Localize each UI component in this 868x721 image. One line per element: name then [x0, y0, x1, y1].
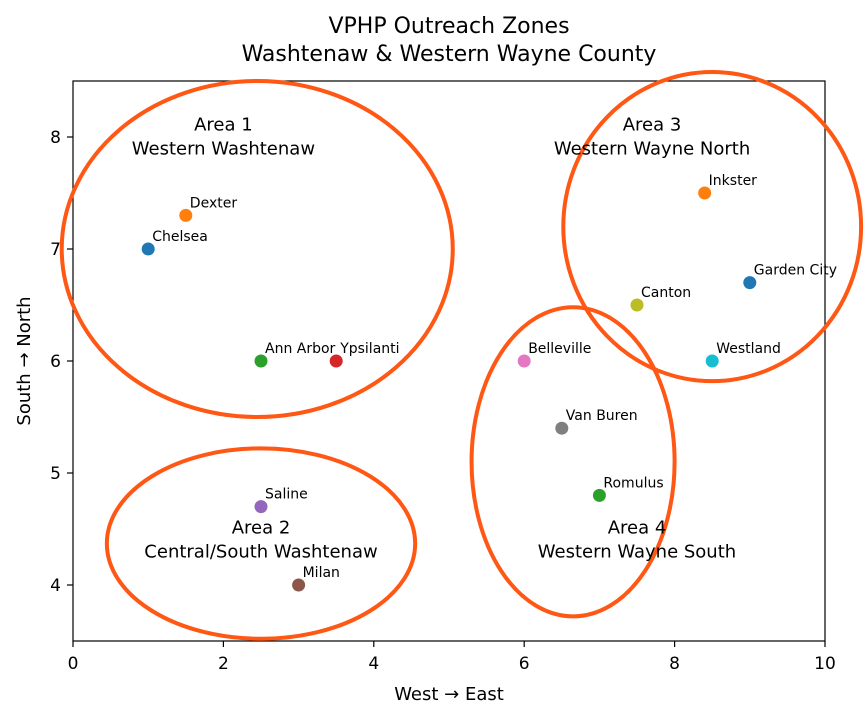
point-label: Belleville: [528, 341, 591, 357]
zone-label-area-1: Area 1: [194, 114, 253, 135]
y-tick-label: 7: [50, 240, 61, 260]
x-tick-label: 8: [669, 654, 680, 674]
data-point-dexter: [179, 208, 193, 222]
data-point-inkster: [698, 186, 712, 200]
point-label: Ann Arbor: [265, 341, 336, 357]
data-point-ann-arbor: [254, 354, 268, 368]
data-point-westland: [705, 354, 719, 368]
data-point-van-buren: [555, 421, 569, 435]
y-tick-label: 5: [50, 464, 61, 484]
zone-label-area-3: Area 3: [623, 114, 682, 135]
zone-ellipse-area-3: [561, 70, 864, 384]
x-tick-label: 6: [519, 654, 530, 674]
zone-ellipse-area-2: [104, 446, 418, 641]
data-point-romulus: [592, 488, 606, 502]
point-label: Westland: [716, 341, 781, 357]
zones: [59, 70, 864, 641]
x-tick-label: 0: [68, 654, 79, 674]
point-label: Dexter: [190, 195, 238, 211]
data-point-chelsea: [141, 242, 155, 256]
axes: 0 2 4 6 8 10 4 5 6 7 8 West → East South → North: [14, 80, 836, 705]
x-tick-label: 2: [218, 654, 229, 674]
data-points: Chelsea Dexter Ann Arbor Ypsilanti Saline Mil…: [141, 173, 837, 592]
y-tick-label: 4: [50, 576, 61, 596]
y-axis-label: South → North: [14, 296, 35, 425]
point-label: Canton: [641, 285, 691, 301]
data-point-canton: [630, 298, 644, 312]
y-tick-label: 8: [50, 128, 61, 148]
zone-ellipse-area-4: [469, 305, 677, 619]
data-point-ypsilanti: [329, 354, 343, 368]
point-label: Ypsilanti: [339, 341, 399, 357]
chart-title: VPHP Outreach Zones Washtenaw & Western W…: [242, 14, 657, 67]
point-label: Inkster: [709, 173, 758, 189]
zone-label-area-3: Western Wayne North: [554, 138, 750, 159]
x-axis-label: West → East: [394, 684, 504, 705]
chart-title-line: Washtenaw & Western Wayne County: [242, 42, 657, 67]
zone-label-area-4: Western Wayne South: [538, 542, 736, 563]
data-point-milan: [292, 578, 306, 592]
point-label: Saline: [265, 487, 308, 503]
point-label: Chelsea: [152, 229, 208, 245]
data-point-garden-city: [743, 276, 757, 290]
zone-ellipse-area-1: [59, 79, 455, 419]
x-tick-label: 10: [814, 654, 836, 674]
data-point-belleville: [517, 354, 531, 368]
zone-label-area-4: Area 4: [608, 518, 667, 539]
point-label: Milan: [303, 565, 340, 581]
chart-title-line: VPHP Outreach Zones: [328, 14, 569, 39]
point-label: Garden City: [754, 263, 837, 279]
zone-label-area-1: Western Washtenaw: [132, 138, 315, 159]
zone-label-area-2: Central/South Washtenaw: [144, 542, 377, 563]
point-label: Romulus: [603, 475, 663, 491]
y-tick-label: 6: [50, 352, 61, 372]
zone-labels: Area 1 Western Washtenaw Area 2 Central/Sou…: [132, 114, 750, 562]
zone-label-area-2: Area 2: [232, 518, 291, 539]
data-point-saline: [254, 500, 268, 514]
point-label: Van Buren: [566, 408, 638, 424]
x-tick-label: 4: [368, 654, 379, 674]
